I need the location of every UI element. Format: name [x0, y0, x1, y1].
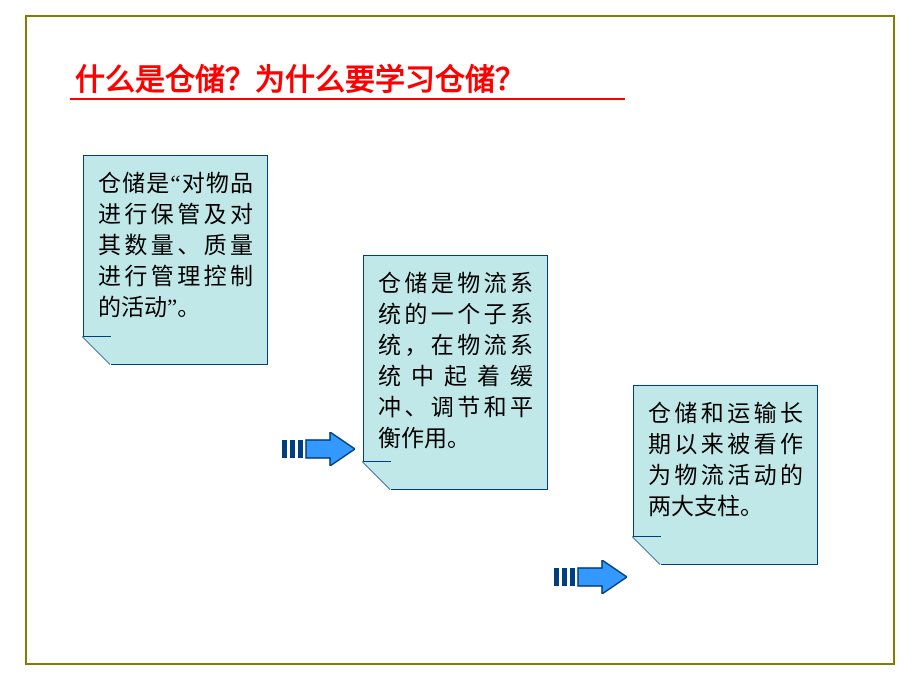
arrow-right-icon: [552, 560, 627, 594]
note-text: 仓储是“对物品进行保管及对其数量、质量进行管理控制的活动”。: [98, 171, 253, 320]
note-box-2: 仓储是物流系统的一个子系统，在物流系统中起着缓冲、调节和平衡作用。: [363, 255, 548, 490]
note-box-1: 仓储是“对物品进行保管及对其数量、质量进行管理控制的活动”。: [83, 155, 268, 365]
arrow-right-icon: [280, 432, 355, 466]
dog-ear-flap: [633, 537, 661, 565]
dog-ear-flap: [83, 337, 111, 365]
title-underline: [70, 98, 625, 100]
note-text: 仓储和运输长期以来被看作为物流活动的两大支柱。: [648, 401, 803, 519]
note-text: 仓储是物流系统的一个子系统，在物流系统中起着缓冲、调节和平衡作用。: [378, 271, 533, 451]
note-box-3: 仓储和运输长期以来被看作为物流活动的两大支柱。: [633, 385, 818, 565]
slide-title: 什么是仓储？为什么要学习仓储？: [75, 55, 525, 99]
dog-ear-flap: [363, 462, 391, 490]
